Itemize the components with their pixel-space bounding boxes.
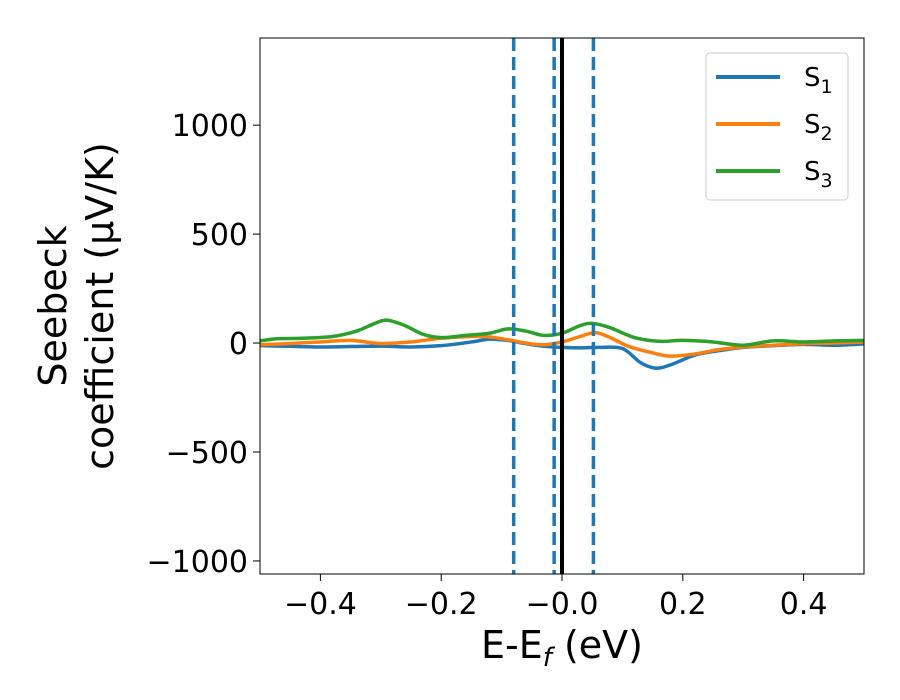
y-axis-label-line2: coefficient (μV/K) (78, 142, 122, 470)
x-axis-label-unit: (eV) (552, 623, 643, 667)
x-tick-label: −0.0 (526, 587, 599, 622)
x-tick-label: 0.2 (659, 587, 707, 622)
y-tick-label: 1000 (172, 109, 248, 144)
x-tick-label: 0.4 (780, 587, 828, 622)
legend-box (705, 52, 849, 201)
y-tick-label: 0 (229, 327, 248, 362)
x-tick-label: −0.4 (284, 587, 357, 622)
series-line-s2 (260, 330, 864, 358)
legend-label: S1 (804, 63, 833, 98)
legend: S1 S2 S3 (705, 52, 849, 201)
y-tick-label: 500 (191, 218, 248, 253)
x-axis-label: E-Ef (eV) (481, 623, 643, 673)
y-axis-label-line1: Seebeck (31, 225, 75, 386)
x-tick-label: −0.2 (405, 587, 478, 622)
x-axis-label-main: E-E (481, 623, 543, 667)
y-tick-label: −1000 (147, 545, 248, 580)
vertical-lines-layer (511, 38, 596, 574)
y-tick-label: −500 (166, 436, 248, 471)
legend-label: S2 (804, 110, 833, 145)
ticks-layer: −0.4 −0.2 −0.0 0.2 0.4 −1000 −500 0 500 1000 (147, 109, 828, 622)
series-line-s3 (260, 318, 864, 347)
legend-label: S3 (804, 157, 833, 192)
series-layer (260, 318, 864, 370)
